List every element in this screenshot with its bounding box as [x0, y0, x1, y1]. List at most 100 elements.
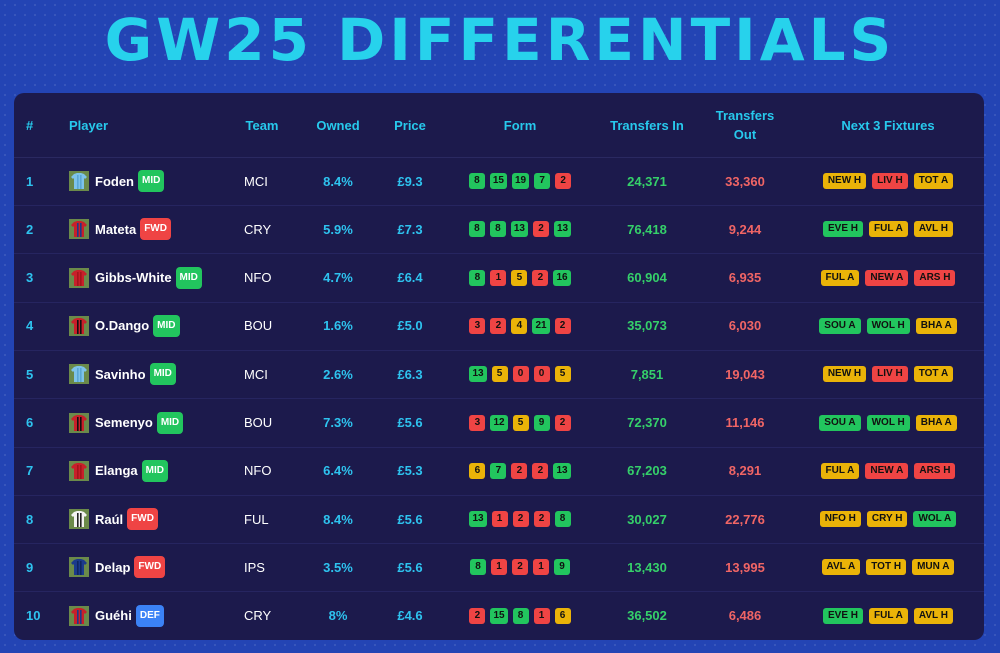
form-score-pill: 15 [490, 607, 508, 624]
header-next-fixtures[interactable]: Next 3 Fixtures [841, 117, 935, 133]
form-score-pill: 2 [511, 462, 528, 479]
price-cell: £9.3 [397, 173, 423, 189]
form-cell: 3 12 5 9 2 [450, 399, 590, 447]
fixture-badge: AVL H [913, 221, 953, 238]
player-cell[interactable]: Foden MID [69, 157, 239, 205]
header-rank[interactable]: # [26, 117, 34, 133]
player-name[interactable]: Mateta [95, 221, 137, 237]
owned-cell: 1.6% [323, 318, 353, 334]
fixtures-cell: NEW H LIV H TOT A [808, 157, 968, 205]
player-cell[interactable]: Raúl FWD [69, 495, 239, 543]
form-score-pill: 1 [490, 269, 507, 286]
owned-cell: 3.5% [323, 559, 353, 575]
position-badge: FWD [134, 556, 166, 579]
player-cell[interactable]: Gibbs-White MID [69, 254, 239, 302]
team-cell: CRY [244, 608, 272, 624]
form-score-pill: 1 [491, 559, 507, 576]
form-score-pill: 13 [554, 221, 572, 238]
transfers-out-cell: 33,360 [725, 173, 765, 189]
fixture-badge: EVE H [823, 607, 864, 624]
header-price[interactable]: Price [394, 117, 426, 133]
player-cell[interactable]: Elanga MID [69, 447, 239, 495]
header-player[interactable]: Player [69, 117, 109, 133]
player-cell[interactable]: O.Dango MID [69, 302, 239, 350]
fixture-badge: FUL A [820, 462, 860, 479]
player-name[interactable]: Savinho [95, 366, 146, 382]
transfers-in-cell: 72,370 [627, 415, 667, 430]
form-cell: 6 7 2 2 13 [450, 447, 590, 495]
form-score-pill: 6 [554, 607, 571, 624]
player-cell[interactable]: Savinho MID [69, 350, 239, 398]
player-cell[interactable]: Delap FWD [69, 543, 239, 591]
table-row[interactable]: 4 O.Dango MID BOU 1.6% £5.0 3 2 4 21 2 35,073 6,030 S… [14, 302, 984, 351]
fixture-badge: AVL H [913, 607, 953, 624]
fixtures-cell: FUL A NEW A ARS H [808, 447, 968, 495]
transfers-out-cell: 11,146 [725, 415, 765, 430]
table-row[interactable]: 5 Savinho MID MCI 2.6% £6.3 13 5 0 0 5 7,851 19,043 N… [14, 350, 984, 400]
player-name[interactable]: Raúl [95, 511, 124, 527]
form-score-pill: 8 [468, 173, 485, 189]
fixture-badge: NEW A [865, 462, 909, 479]
form-cell: 2 15 8 1 6 [450, 592, 590, 640]
player-name[interactable]: Semenyo [95, 415, 153, 430]
fixture-badge: FUL A [820, 269, 860, 286]
transfers-in-cell: 35,073 [627, 318, 667, 334]
owned-cell: 8.4% [323, 511, 353, 527]
player-name[interactable]: Delap [95, 559, 131, 575]
transfers-in-cell: 30,027 [627, 511, 667, 527]
table-row[interactable]: 3 Gibbs-White MID NFO 4.7% £6.4 8 1 5 2 16 60,904 6,… [14, 254, 984, 303]
table-row[interactable]: 6 Semenyo MID BOU 7.3% £5.6 3 12 5 9 2 72,370 11,146… [14, 399, 984, 448]
table-row[interactable]: 9 Delap FWD IPS 3.5% £5.6 8 1 2 1 9 13,430 13,995 AVL… [14, 543, 984, 593]
player-name[interactable]: Elanga [95, 463, 138, 479]
player-name[interactable]: O.Dango [95, 318, 150, 334]
transfers-in-cell: 60,904 [627, 270, 667, 286]
team-shirt-icon [69, 267, 89, 288]
form-score-pill: 2 [554, 317, 571, 334]
price-cell: £6.4 [397, 270, 423, 286]
header-owned[interactable]: Owned [316, 117, 360, 133]
player-name[interactable]: Foden [95, 173, 134, 189]
owned-cell: 5.9% [323, 221, 353, 237]
player-name[interactable]: Gibbs-White [95, 270, 172, 286]
fixture-badge: ARS H [914, 462, 956, 479]
price-cell: £5.0 [397, 318, 423, 334]
table-row[interactable]: 8 Raúl FWD FUL 8.4% £5.6 13 1 2 2 8 30,027 22,776 NFO… [14, 495, 984, 545]
player-cell[interactable]: Guéhi DEF [69, 592, 239, 640]
fixture-badge: LIV H [872, 366, 908, 383]
fixture-badge: CRY H [866, 511, 908, 528]
form-score-pill: 2 [512, 511, 529, 528]
table-row[interactable]: 10 Guéhi DEF CRY 8% £4.6 2 15 8 1 6 36,502 6,486 EVE … [14, 592, 984, 640]
form-score-pill: 8 [468, 221, 485, 238]
player-name[interactable]: Guéhi [95, 608, 132, 624]
transfers-out-cell: 6,935 [728, 270, 762, 286]
rank-cell: 3 [26, 270, 34, 286]
fixtures-cell: NFO H CRY H WOL A [808, 495, 968, 543]
player-cell[interactable]: Mateta FWD [69, 205, 239, 253]
header-transfers-in[interactable]: Transfers In [610, 117, 684, 133]
fixture-badge: BHA A [915, 317, 957, 334]
form-score-pill: 9 [533, 414, 550, 431]
fixture-badge: AVL A [821, 559, 861, 576]
form-score-pill: 1 [533, 607, 550, 624]
table-row[interactable]: 2 Mateta FWD CRY 5.9% £7.3 8 8 13 2 13 76,418 9,244 E… [14, 205, 984, 255]
form-score-pill: 2 [532, 462, 549, 479]
position-badge: MID [175, 266, 202, 289]
form-score-pill: 6 [469, 462, 486, 479]
fixtures-cell: NEW H LIV H TOT A [808, 350, 968, 398]
fixtures-cell: FUL A NEW A ARS H [808, 254, 968, 302]
transfers-out-cell: 22,776 [725, 511, 765, 527]
rank-cell: 9 [26, 559, 34, 575]
table-row[interactable]: 1 Foden MID MCI 8.4% £9.3 8 15 19 7 2 24,371 33,360 N… [14, 157, 984, 206]
table-row[interactable]: 7 Elanga MID NFO 6.4% £5.3 6 7 2 2 13 67,203 8,291 FU… [14, 447, 984, 496]
form-cell: 8 15 19 7 2 [450, 157, 590, 205]
player-cell[interactable]: Semenyo MID [69, 399, 239, 447]
form-score-pill: 5 [554, 366, 571, 383]
form-score-pill: 12 [490, 414, 508, 431]
fixture-badge: NEW H [822, 173, 867, 189]
form-score-pill: 2 [512, 559, 528, 576]
header-team[interactable]: Team [245, 117, 279, 133]
transfers-in-cell: 7,851 [630, 366, 664, 382]
header-form[interactable]: Form [503, 117, 537, 133]
form-score-pill: 2 [469, 607, 486, 624]
header-transfers-out[interactable]: Transfers Out [715, 108, 775, 142]
